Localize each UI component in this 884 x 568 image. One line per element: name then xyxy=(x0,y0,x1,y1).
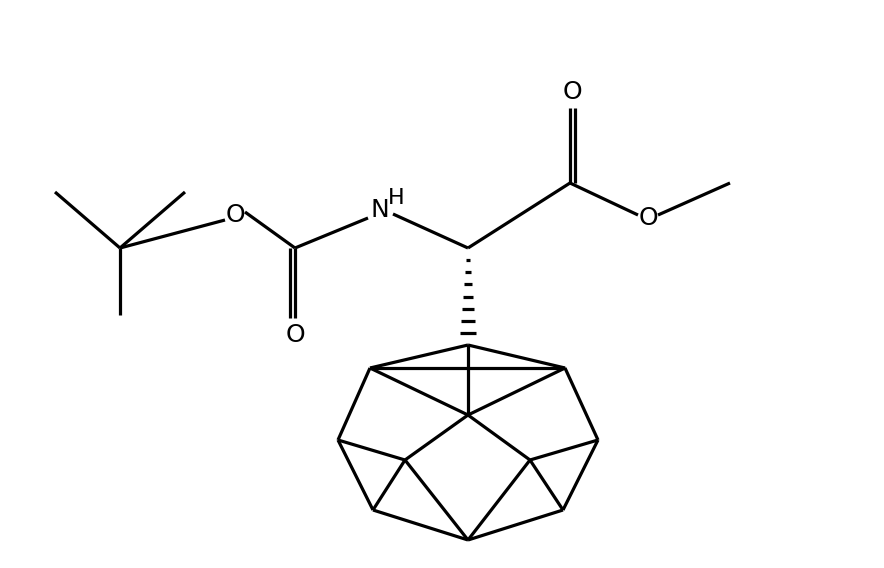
Text: H: H xyxy=(388,188,404,208)
Text: N: N xyxy=(370,198,389,222)
Text: O: O xyxy=(225,203,245,227)
Text: O: O xyxy=(562,80,582,104)
Text: O: O xyxy=(286,323,305,347)
Text: O: O xyxy=(638,206,658,230)
